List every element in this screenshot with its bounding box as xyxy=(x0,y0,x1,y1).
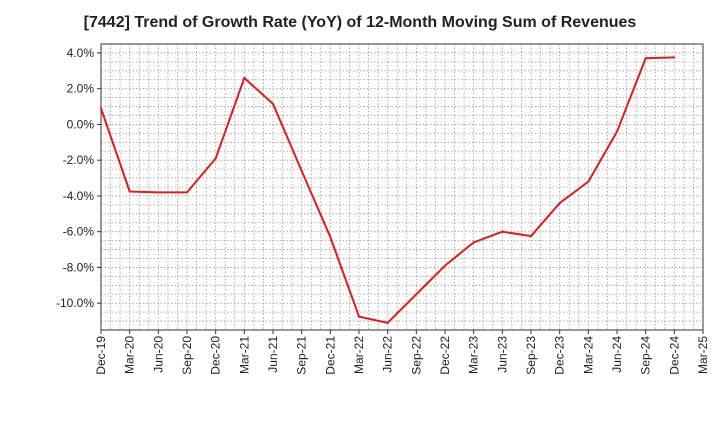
x-tick-label: Dec-19 xyxy=(94,336,108,375)
y-tick-label: -8.0% xyxy=(63,260,95,274)
x-tick-label: Mar-24 xyxy=(581,336,595,374)
x-tick-label: Dec-20 xyxy=(209,336,223,375)
x-tick-label: Mar-22 xyxy=(352,336,366,374)
x-tick-label: Sep-24 xyxy=(639,336,653,375)
x-tick-label: Mar-20 xyxy=(123,336,137,374)
series-points xyxy=(100,56,676,324)
data-point xyxy=(386,321,389,324)
data-point xyxy=(644,57,647,60)
chart-title: [7442] Trend of Growth Rate (YoY) of 12-… xyxy=(83,14,637,31)
data-point xyxy=(243,76,246,79)
x-tick-label: Mar-23 xyxy=(467,336,481,374)
data-point xyxy=(157,191,160,194)
x-tick-label: Dec-24 xyxy=(667,336,681,375)
data-point xyxy=(501,230,504,233)
plot-frame xyxy=(100,43,704,331)
data-point xyxy=(530,235,532,238)
x-tick-label: Jun-20 xyxy=(151,336,165,373)
x-tick-label: Jun-21 xyxy=(266,336,280,373)
x-tick-label: Jun-24 xyxy=(610,336,624,373)
x-tick-label: Dec-22 xyxy=(438,336,452,375)
data-point xyxy=(558,202,561,205)
x-tick-label: Sep-21 xyxy=(295,336,309,375)
y-tick-label: -4.0% xyxy=(63,189,95,203)
x-tick-label: Dec-23 xyxy=(553,336,567,375)
data-point xyxy=(587,180,590,183)
y-tick-label: -2.0% xyxy=(63,153,95,167)
x-tick-label: Mar-21 xyxy=(237,336,251,374)
x-tick-label: Sep-20 xyxy=(180,336,194,375)
y-tick-label: 4.0% xyxy=(67,46,95,60)
x-tick-label: Dec-21 xyxy=(323,336,337,375)
data-point xyxy=(272,102,274,105)
x-tick-label: Sep-22 xyxy=(409,336,423,375)
data-point xyxy=(128,190,131,193)
x-tick-label: Mar-25 xyxy=(696,336,710,374)
x-tick-label: Jun-23 xyxy=(495,336,509,373)
x-tick-label: Sep-23 xyxy=(524,336,538,375)
data-point xyxy=(300,169,303,172)
data-point xyxy=(472,241,475,244)
data-point xyxy=(358,315,360,318)
y-tick-label: -10.0% xyxy=(56,296,94,310)
y-tick-label: -6.0% xyxy=(63,225,95,239)
y-tick-label: 0.0% xyxy=(67,117,95,131)
data-point xyxy=(673,56,676,59)
data-point xyxy=(616,130,618,133)
y-tick-label: 2.0% xyxy=(67,82,95,96)
data-point xyxy=(186,191,188,194)
data-point xyxy=(214,157,217,160)
data-point xyxy=(329,236,332,239)
data-point xyxy=(100,107,102,110)
x-tick-label: Jun-22 xyxy=(381,336,395,373)
data-point xyxy=(415,293,418,296)
data-point xyxy=(444,264,446,267)
